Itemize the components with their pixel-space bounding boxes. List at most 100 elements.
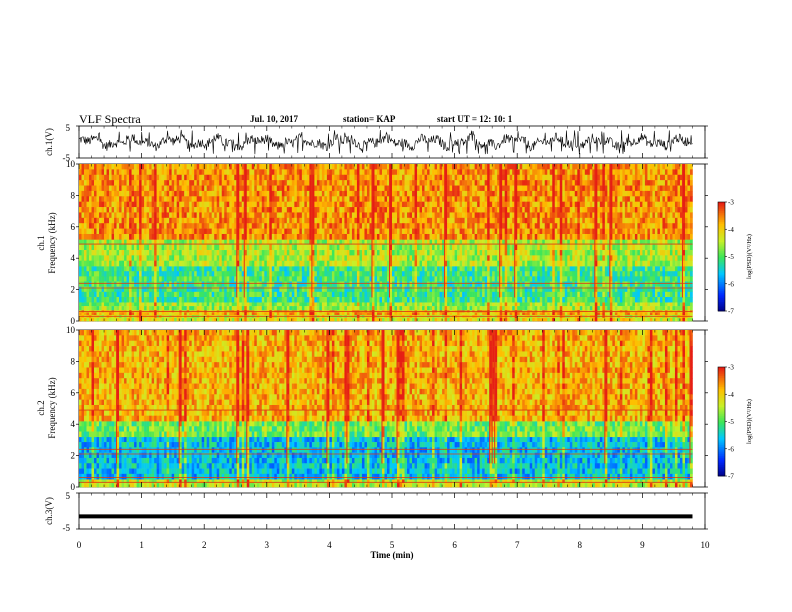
ch1-spec-cell bbox=[246, 244, 250, 251]
ch1-spec-cell bbox=[326, 250, 330, 256]
ch1-spec-cell bbox=[129, 302, 132, 307]
ch1-spec-cell bbox=[269, 291, 273, 298]
ch1-spec-cell bbox=[664, 302, 668, 307]
ch1-spec-cell bbox=[234, 276, 238, 282]
ch1-spec-cell bbox=[497, 312, 500, 316]
ch1-spec-cell bbox=[201, 302, 205, 307]
ch1-spec-cell bbox=[231, 276, 235, 282]
ch1-spec-cell bbox=[146, 291, 150, 298]
ch1-spec-cell bbox=[369, 260, 373, 267]
ch1-spec-cell bbox=[316, 244, 320, 251]
ch1-spec-cell bbox=[104, 244, 107, 251]
ch1-spec-cell bbox=[637, 317, 641, 322]
ch1-spec-cell bbox=[519, 266, 523, 272]
ch1-spec-cell bbox=[609, 239, 613, 245]
ch1-spec-cell bbox=[366, 271, 370, 277]
ch1-spec-cell bbox=[229, 317, 233, 322]
ch1-spec-cell bbox=[291, 250, 295, 256]
ch1-spec-cell bbox=[304, 286, 308, 293]
ch1-spec-cell bbox=[444, 271, 448, 277]
ch1-spec-cell bbox=[554, 297, 558, 303]
ch1-spec-cell bbox=[211, 306, 215, 311]
ch1-spec-cell bbox=[487, 297, 490, 303]
ch1-spec-cell bbox=[279, 306, 283, 311]
ch1-spec-cell bbox=[284, 291, 288, 298]
ch1-spec-cell bbox=[412, 255, 415, 262]
ch1-spec-cell bbox=[271, 271, 275, 277]
ch1-spec-cell bbox=[239, 260, 243, 267]
ch1-spec-cell bbox=[379, 306, 383, 311]
ch1-spec-cell bbox=[384, 291, 388, 298]
ch1-spec-cell bbox=[479, 281, 483, 287]
ch1-spec-cell bbox=[269, 239, 273, 245]
ch1-spec-cell bbox=[166, 276, 170, 282]
ch1-spec-cell bbox=[434, 164, 438, 170]
ch1-spec-cell bbox=[614, 250, 618, 256]
ch1-spec-cell bbox=[261, 291, 265, 298]
ch1-spec-cell bbox=[129, 250, 132, 256]
ch1-spec-cell bbox=[309, 317, 313, 322]
ch1-spec-cell bbox=[582, 255, 586, 262]
ch1-spec-cell bbox=[584, 266, 588, 272]
ch1-spec-cell bbox=[126, 271, 130, 277]
ch1-spec-cell bbox=[507, 164, 510, 170]
ch1-spec-cell bbox=[679, 255, 683, 262]
ch1-spec-cell bbox=[604, 276, 608, 282]
ch1-spec-cell bbox=[514, 271, 518, 277]
ch1-spec-cell bbox=[201, 271, 205, 277]
ch1-spec-cell bbox=[482, 271, 485, 277]
ch1-spec-cell bbox=[246, 164, 250, 170]
ch1-spec-cell bbox=[674, 266, 678, 272]
ch1-spec-cell bbox=[562, 266, 566, 272]
ch1-spec-cell bbox=[572, 260, 576, 267]
ch1-spec-cell bbox=[364, 276, 368, 282]
ch1-spec-cell bbox=[216, 266, 220, 272]
ch1-spec-cell bbox=[484, 302, 488, 307]
ch1-spec-cell bbox=[214, 239, 218, 245]
ch1-spec-cell bbox=[394, 260, 398, 267]
ch1-spec-cell bbox=[179, 255, 182, 262]
ch1-spec-cell bbox=[434, 169, 438, 176]
ch1-spec-cell bbox=[121, 312, 125, 316]
ch1-spec-cell bbox=[652, 286, 656, 293]
ch1-spec-cell bbox=[579, 169, 583, 176]
ch1-spec-cell bbox=[369, 169, 373, 176]
ch1-spec-cell bbox=[366, 255, 370, 262]
ch1-spec-cell bbox=[249, 281, 253, 287]
ch1-spec-cell bbox=[619, 281, 623, 287]
ch1-spec-cell bbox=[492, 239, 495, 245]
ch1-spec-cell bbox=[351, 250, 355, 256]
ch1-spec-cell bbox=[316, 286, 320, 293]
ch1-spec-cell bbox=[126, 260, 130, 267]
ch1-spec-cell bbox=[339, 244, 343, 251]
ch1-spec-cell bbox=[529, 244, 533, 251]
ch1-spec-cell bbox=[101, 291, 105, 298]
ch1-spec-cell bbox=[291, 297, 295, 303]
ch1-spec-cell bbox=[577, 302, 581, 307]
ch1-spec-cell bbox=[489, 291, 493, 298]
ch1-spec-cell bbox=[619, 255, 623, 262]
ch1-spec-cell bbox=[86, 312, 90, 316]
ch1-spec-cell bbox=[639, 244, 643, 251]
ch1-spec-cell bbox=[231, 297, 235, 303]
ch1-spec-cell bbox=[191, 271, 195, 277]
ch1-spec-cell bbox=[494, 255, 498, 262]
ch1-spec-cell bbox=[397, 169, 400, 176]
ch1-spec-cell bbox=[409, 312, 413, 316]
ch1-spec-cell bbox=[274, 276, 278, 282]
ch1-spec-cell bbox=[296, 306, 300, 311]
ch1-spec-cell bbox=[614, 255, 618, 262]
ch1-spec-cell bbox=[617, 266, 621, 272]
ch1-spec-cell bbox=[427, 276, 430, 282]
ch1-spec-cell bbox=[654, 271, 658, 277]
ch1-spec-cell bbox=[251, 255, 255, 262]
ch1-spec-cell bbox=[366, 260, 370, 267]
ch1-spec-cell bbox=[392, 281, 395, 287]
ch1-spec-cell bbox=[549, 286, 553, 293]
ch1-spec-cell bbox=[444, 255, 448, 262]
ch1-spec-cell bbox=[249, 255, 253, 262]
ch1-spec-cell bbox=[602, 291, 606, 298]
ch1-spec-cell bbox=[326, 266, 330, 272]
ch1-spec-cell bbox=[547, 260, 551, 267]
ch1-spec-cell bbox=[306, 317, 310, 322]
